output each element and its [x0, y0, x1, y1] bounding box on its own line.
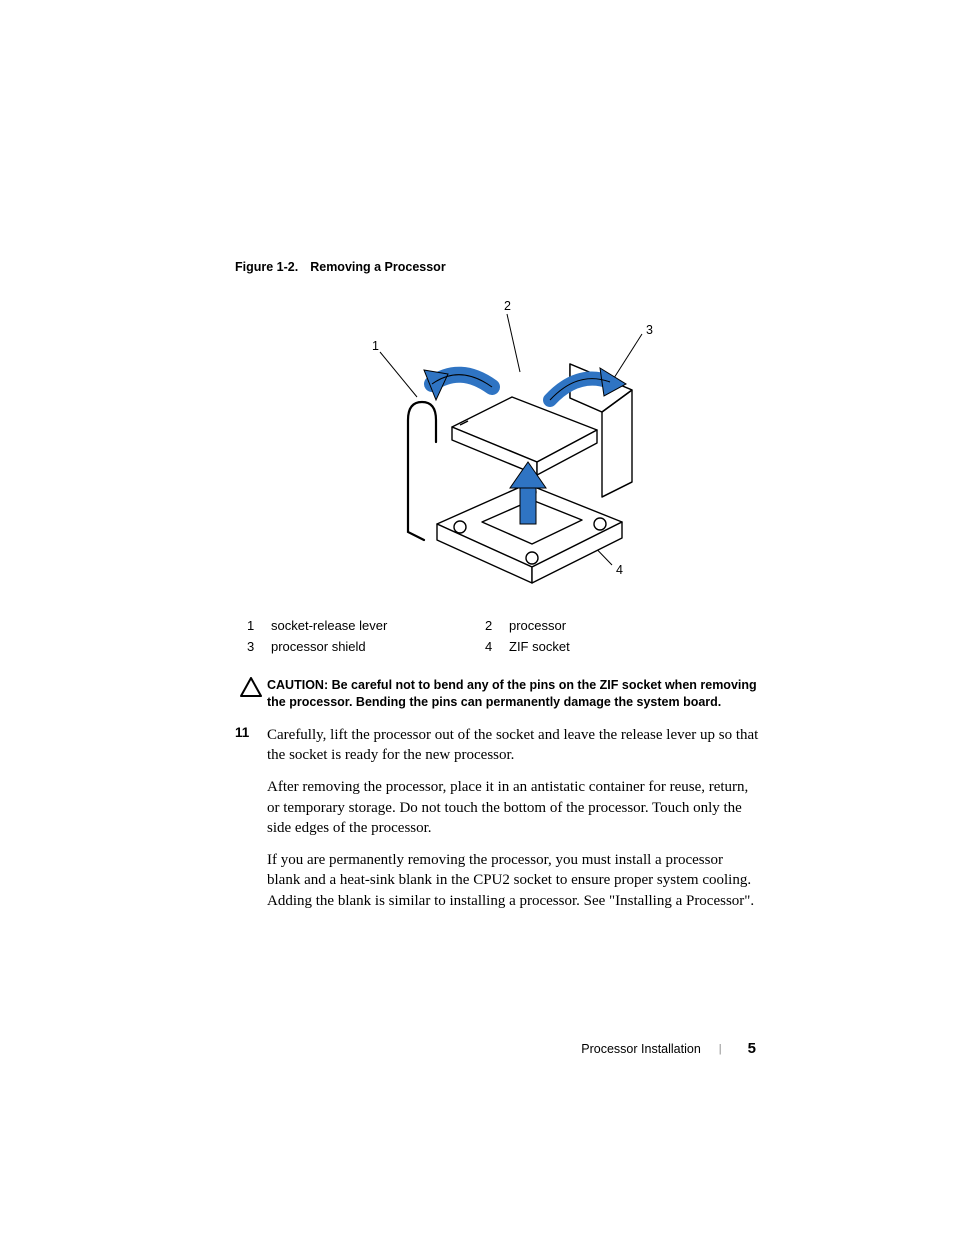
- page-footer: Processor Installation | 5: [581, 1040, 756, 1057]
- figure-number: Figure 1-2.: [235, 260, 298, 274]
- legend-num: 2: [485, 615, 509, 636]
- footer-section: Processor Installation: [581, 1042, 701, 1056]
- caution-body: Be careful not to bend any of the pins o…: [267, 678, 757, 709]
- content-area: Figure 1-2. Removing a Processor 1 2 3 4: [235, 260, 759, 923]
- step-11: 11 Carefully, lift the processor out of …: [235, 725, 759, 766]
- paragraph: After removing the processor, place it i…: [267, 777, 759, 838]
- callout-3: 3: [646, 323, 653, 337]
- paragraph: If you are permanently removing the proc…: [267, 850, 759, 911]
- caution-block: CAUTION: Be careful not to bend any of t…: [235, 677, 759, 711]
- footer-page-number: 5: [748, 1040, 756, 1057]
- footer-divider: |: [719, 1043, 722, 1055]
- figure-diagram: 1 2 3 4: [235, 292, 759, 597]
- legend-row: 3 processor shield 4 ZIF socket: [247, 636, 570, 657]
- callout-2: 2: [504, 299, 511, 313]
- figure-title: Removing a Processor: [310, 260, 445, 274]
- legend-num: 3: [247, 636, 271, 657]
- arrow-lever-icon: [424, 370, 492, 400]
- caution-word: CAUTION:: [267, 678, 328, 692]
- document-page: Figure 1-2. Removing a Processor 1 2 3 4: [0, 0, 954, 1235]
- legend-num: 1: [247, 615, 271, 636]
- processor-removal-illustration: 1 2 3 4: [332, 292, 662, 592]
- step-number: 11: [235, 725, 267, 740]
- legend-label: processor: [509, 615, 570, 636]
- callout-1: 1: [372, 339, 379, 353]
- callout-4: 4: [616, 563, 623, 577]
- figure-legend: 1 socket-release lever 2 processor 3 pro…: [247, 615, 570, 657]
- step-text: Carefully, lift the processor out of the…: [267, 725, 759, 766]
- legend-num: 4: [485, 636, 509, 657]
- caution-icon: [235, 677, 267, 697]
- figure-caption: Figure 1-2. Removing a Processor: [235, 260, 759, 274]
- legend-label: processor shield: [271, 636, 485, 657]
- legend-row: 1 socket-release lever 2 processor: [247, 615, 570, 636]
- caution-text: CAUTION: Be careful not to bend any of t…: [267, 677, 759, 711]
- legend-label: ZIF socket: [509, 636, 570, 657]
- legend-label: socket-release lever: [271, 615, 485, 636]
